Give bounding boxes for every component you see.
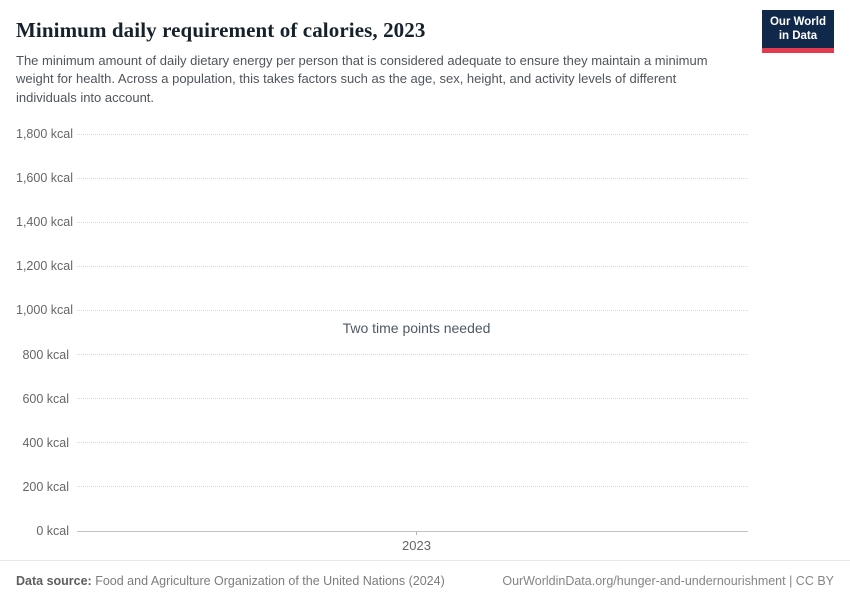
gridline-row: 1,000 kcal	[16, 303, 748, 317]
gridline-row: 1,800 kcal	[16, 127, 748, 141]
y-tick-label: 1,200 kcal	[16, 259, 73, 274]
owid-logo[interactable]: Our World in Data	[761, 10, 834, 53]
y-tick-label: 1,000 kcal	[16, 303, 73, 318]
gridline-row: 200 kcal	[16, 480, 748, 494]
gridline-row: 0 kcal	[16, 524, 748, 538]
owid-citation-link[interactable]: OurWorldinData.org/hunger-and-undernouri…	[502, 573, 834, 588]
x-axis-tick	[416, 531, 417, 535]
y-tick-label: 400 kcal	[22, 435, 69, 450]
x-axis-label: 2023	[402, 538, 431, 553]
gridline	[77, 221, 748, 223]
chart-subtitle: The minimum amount of daily dietary ener…	[16, 53, 708, 105]
empty-chart-message: Two time points needed	[342, 320, 491, 336]
gridline-row: 1,600 kcal	[16, 171, 748, 185]
owid-logo-line1: Our World	[769, 16, 826, 28]
data-source-label: Data source:	[16, 573, 92, 588]
y-tick-label: 600 kcal	[22, 391, 69, 406]
y-tick-label: 200 kcal	[22, 479, 69, 494]
gridline-row: 1,400 kcal	[16, 215, 748, 229]
y-tick-label: 1,600 kcal	[16, 171, 73, 186]
y-tick-label: 1,400 kcal	[16, 215, 73, 230]
gridline	[77, 486, 748, 488]
gridline	[77, 398, 748, 400]
y-tick-label: 800 kcal	[22, 347, 69, 362]
chart-plot-area: 1,800 kcal 1,600 kcal 1,400 kcal 1,200 kcal…	[16, 127, 748, 553]
y-tick-label: 1,800 kcal	[16, 127, 73, 141]
gridline-row: 800 kcal	[16, 348, 748, 362]
gridline	[77, 442, 748, 444]
data-source-value: Food and Agriculture Organization of the…	[95, 573, 445, 588]
gridline	[77, 530, 748, 532]
gridline	[77, 133, 748, 135]
gridline	[77, 265, 748, 267]
gridline-row: 400 kcal	[16, 436, 748, 450]
chart-footer: Data source: Food and Agriculture Organi…	[0, 560, 850, 600]
gridline-row: 1,200 kcal	[16, 259, 748, 273]
chart-title: Minimum daily requirement of calories, 2…	[16, 18, 426, 42]
gridline	[77, 177, 748, 179]
gridline-row: 600 kcal	[16, 392, 748, 406]
gridline	[77, 354, 748, 356]
data-source: Data source: Food and Agriculture Organi…	[16, 574, 445, 588]
gridline	[77, 309, 748, 311]
chart-header: Minimum daily requirement of calories, 2…	[0, 0, 850, 107]
owid-logo-line2: in Data	[778, 30, 818, 43]
y-tick-label: 0 kcal	[36, 524, 69, 538]
